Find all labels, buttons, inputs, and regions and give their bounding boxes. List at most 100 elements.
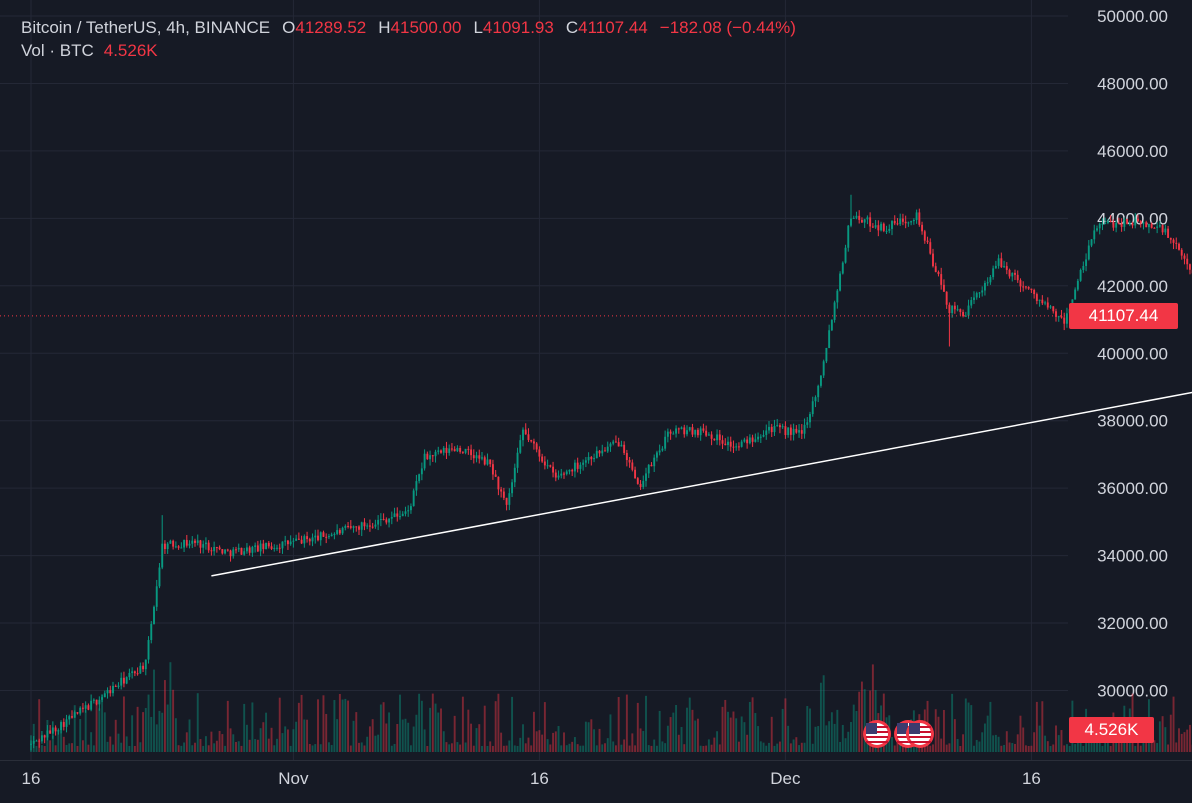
candle-body [1167,229,1169,238]
candle-body [415,481,417,490]
flag-canton [866,723,877,734]
volume-bar [186,732,188,752]
volume-bar [987,716,989,752]
us-flag-event-icon[interactable] [906,720,934,748]
candle-body [396,513,398,516]
volume-bar [497,694,499,752]
volume-bar [692,710,694,752]
volume-bar [981,732,983,752]
candle-body [929,242,931,253]
candle-body [137,673,139,674]
candle-body [139,666,141,674]
candle-body [85,705,87,709]
volume-bar [541,735,543,752]
candle-body [405,511,407,513]
candle-body [812,401,814,414]
volume-bar [205,736,207,752]
volume-bar [825,725,827,752]
candle-body [467,449,469,450]
candle-body [1050,306,1052,307]
candle-body [517,453,519,468]
candle-body [861,220,863,223]
candle-body [727,442,729,445]
volume-bar [1126,742,1128,752]
candle-body [1006,266,1008,270]
candle-body [1164,229,1166,233]
volume-bar [959,746,961,752]
us-flag-event-icon[interactable] [863,720,891,748]
candle-body [194,541,196,543]
candle-body [407,510,409,511]
volume-bar [312,745,314,752]
candle-body [735,446,737,447]
volume-bar [197,693,199,752]
candle-body [612,442,614,444]
y-tick-label: 46000.00 [1097,142,1168,161]
candle-body [544,462,546,466]
candle-body [845,248,847,263]
candle-body [722,440,724,444]
candle-body [899,219,901,225]
volume-bar [306,720,308,752]
candle-body [202,544,204,548]
candle-body [219,547,221,549]
candle-body [344,526,346,528]
candle-body [541,457,543,462]
candle-body [205,543,207,544]
candle-body [478,455,480,458]
candle-body [134,671,136,673]
candle-body [1129,224,1131,225]
volume-bar [134,746,136,752]
candle-body [1145,222,1147,227]
high-value: 41500.00 [391,18,462,37]
candle-body [1107,221,1109,223]
candle-body [1189,264,1191,270]
candle-body [1162,225,1164,232]
volume-bar [301,695,303,752]
candle-body [462,452,464,453]
candle-body [522,430,524,441]
candle-body [905,222,907,223]
volume-bar [989,702,991,752]
candle-body [730,442,732,447]
volume-bar [708,739,710,752]
candle-body [536,443,538,449]
candle-body [828,330,830,348]
candle-body [938,272,940,274]
volume-bar [727,712,729,752]
volume-bar [123,696,125,752]
candle-body [454,449,456,451]
volume-bar [202,746,204,752]
candle-body [1093,230,1095,239]
volume-bar [683,744,685,752]
volume-bar [763,743,765,752]
volume-bar [55,745,57,752]
candle-body [1009,270,1011,277]
volume-bar [355,712,357,752]
candle-body [538,449,540,456]
candle-body [385,519,387,522]
candle-body [1178,244,1180,250]
volume-bar [1003,745,1005,752]
candle-body [495,474,497,476]
candle-body [1052,306,1054,311]
candle-body [1020,280,1022,286]
candle-body [459,448,461,452]
candle-body [388,519,390,523]
candle-body [374,525,376,527]
symbol-title[interactable]: Bitcoin / TetherUS, 4h, BINANCE [21,16,270,39]
grid-lines [0,0,1192,760]
candle-body [795,429,797,433]
candle-body [560,474,562,476]
low-label: L [473,18,482,37]
candle-body [1082,266,1084,270]
volume-bar [235,742,237,752]
candle-body [257,545,259,551]
candle-body [525,430,527,435]
volume-bar [948,743,950,752]
volume-bar [651,746,653,752]
candle-body [700,428,702,435]
volume-bar [1189,725,1191,752]
